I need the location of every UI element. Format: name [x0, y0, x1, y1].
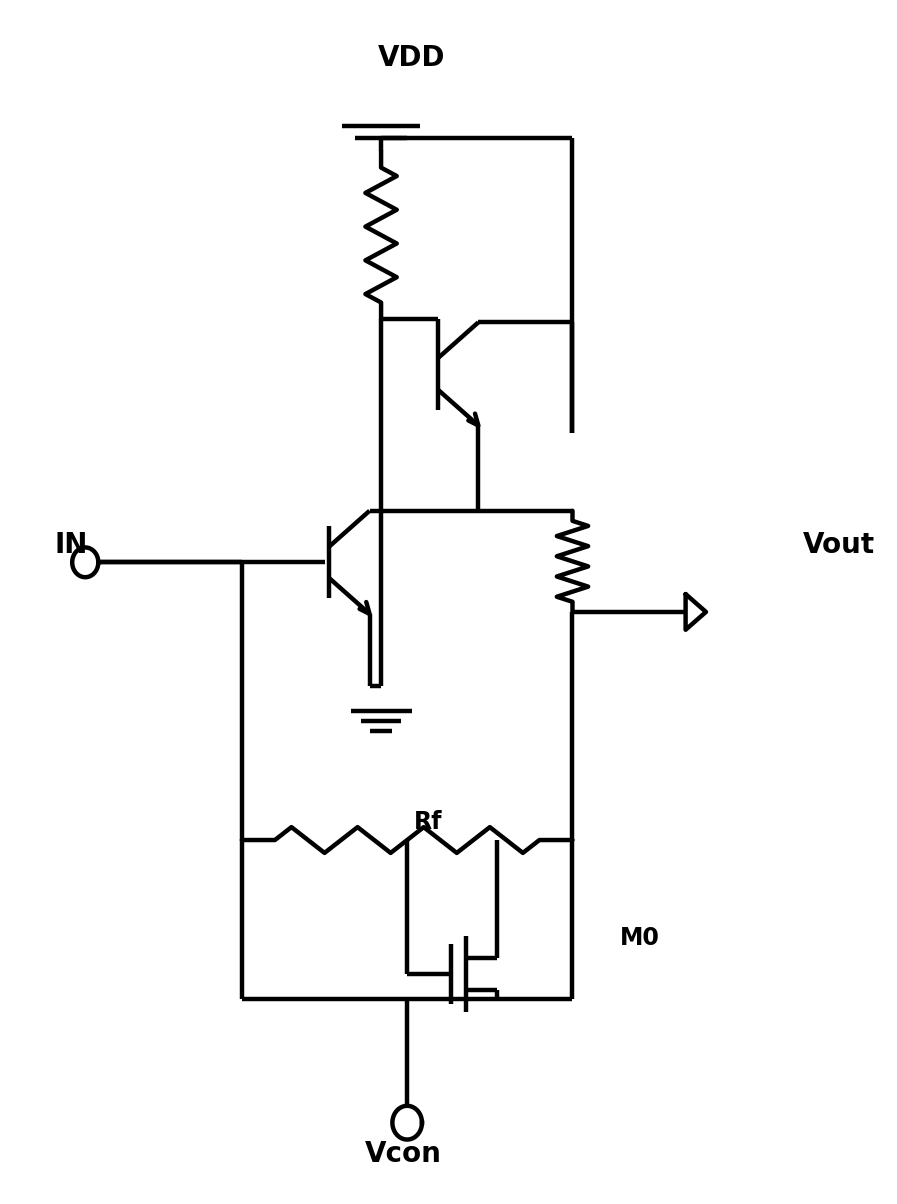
- Text: VDD: VDD: [378, 45, 445, 72]
- Text: IN: IN: [55, 531, 88, 559]
- Text: M0: M0: [621, 926, 660, 950]
- Text: Rf: Rf: [414, 810, 442, 834]
- Text: Vout: Vout: [803, 531, 875, 559]
- Text: Vcon: Vcon: [364, 1140, 441, 1168]
